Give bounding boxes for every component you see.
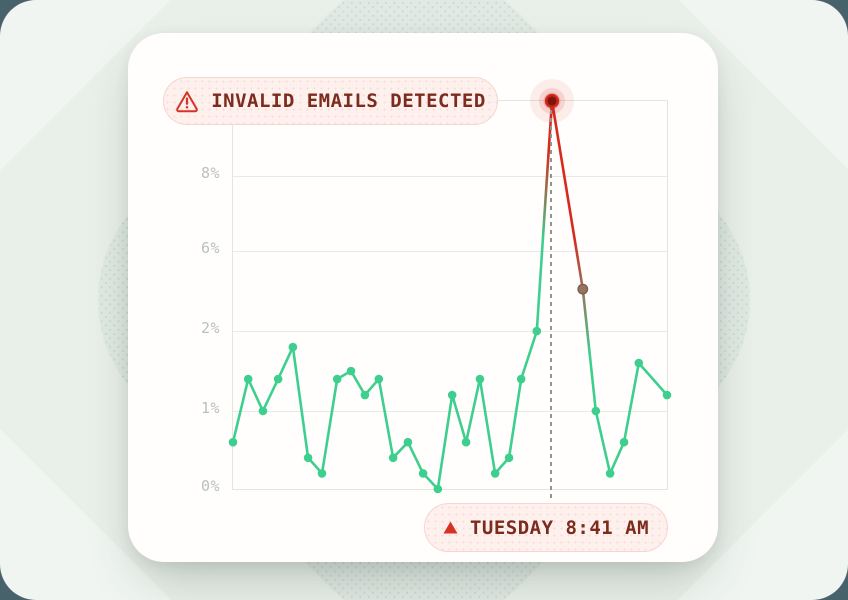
y-tick-label-1%: 1% (200, 399, 220, 417)
gridline-2% (233, 331, 667, 333)
gridline-6% (233, 251, 667, 253)
y-tick-label-2%: 2% (200, 319, 220, 338)
chart-plot (228, 79, 672, 494)
chart-card: 8% 6% 2% 1% 0% INVALID EMAILS DETECTED (128, 33, 718, 562)
line-chart-svg (228, 79, 672, 494)
timestamp-badge[interactable]: TUESDAY 8:41 AM (424, 503, 668, 552)
timestamp-badge-label: TUESDAY 8:41 AM (469, 516, 650, 539)
spike-triangle-icon (443, 521, 458, 534)
anomaly-dashed-line (549, 110, 552, 502)
y-axis-labels: 8% 6% 2% 1% 0% (158, 33, 220, 562)
y-tick-label-8%: 8% (200, 163, 220, 182)
y-tick-label-0%: 0% (200, 477, 220, 495)
alert-banner-label: INVALID EMAILS DETECTED (211, 90, 486, 112)
warning-triangle-icon (175, 89, 199, 113)
gridline-8% (233, 175, 667, 177)
y-tick-label-6%: 6% (200, 239, 220, 258)
alert-banner[interactable]: INVALID EMAILS DETECTED (163, 77, 498, 125)
